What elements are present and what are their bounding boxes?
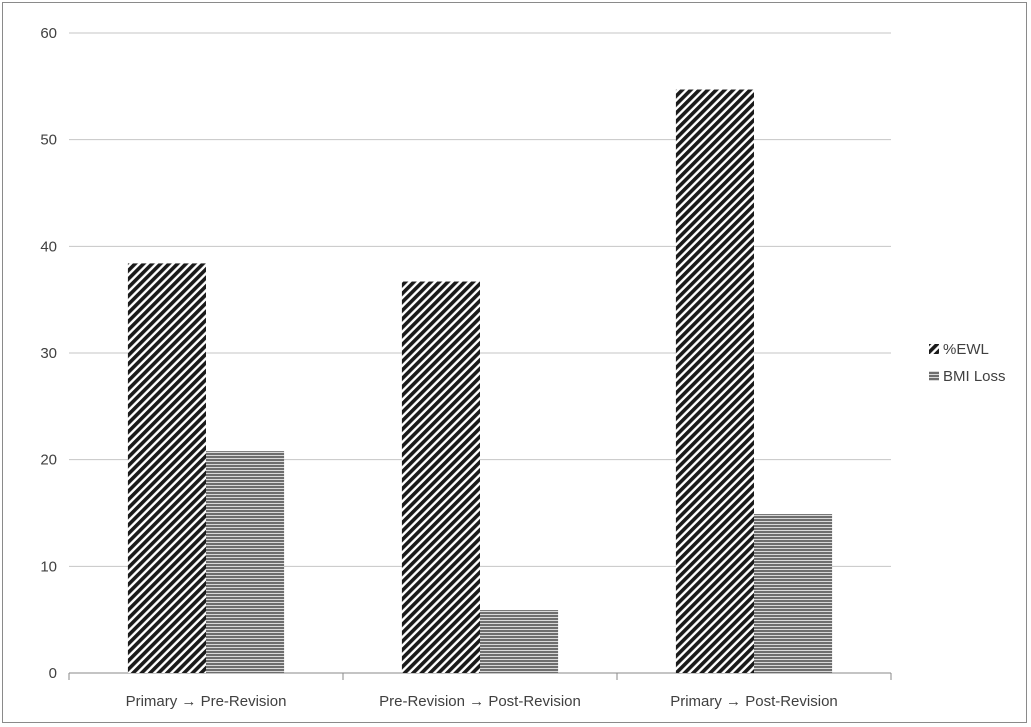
bars — [127, 89, 833, 674]
bar-chart: 0 10 20 30 40 50 60 Primary → Pre-Revision Pre-… — [40, 25, 1006, 710]
bar-ewl-1 — [401, 281, 480, 673]
y-tick-label: 60 — [40, 25, 57, 42]
y-tick-label: 30 — [40, 345, 57, 362]
y-tick-label: 40 — [40, 238, 57, 255]
y-tick-label: 20 — [40, 452, 57, 469]
x-axis-ticks: Primary → Pre-Revision Pre-Revision → Pos… — [126, 693, 838, 710]
legend-swatch-ewl — [929, 344, 939, 354]
legend: %EWL BMI Loss — [929, 341, 1006, 385]
legend-label: %EWL — [943, 341, 989, 358]
bar-bmi-loss-2 — [754, 514, 833, 673]
y-tick-label: 10 — [40, 558, 57, 575]
bar-bmi-loss-0 — [206, 451, 285, 673]
bar-ewl-2 — [675, 89, 754, 674]
y-tick-label: 50 — [40, 132, 57, 149]
bar-bmi-loss-1 — [480, 610, 559, 673]
bar-ewl-0 — [127, 263, 206, 673]
x-tick-label: Pre-Revision → Post-Revision — [379, 693, 581, 710]
y-tick-label: 0 — [49, 665, 57, 682]
legend-swatch-bmi-loss — [929, 371, 939, 381]
x-tick-label: Primary → Post-Revision — [670, 693, 838, 710]
x-tick-label: Primary → Pre-Revision — [126, 693, 287, 710]
y-axis-ticks: 0 10 20 30 40 50 60 — [40, 25, 57, 682]
legend-label: BMI Loss — [943, 368, 1006, 385]
